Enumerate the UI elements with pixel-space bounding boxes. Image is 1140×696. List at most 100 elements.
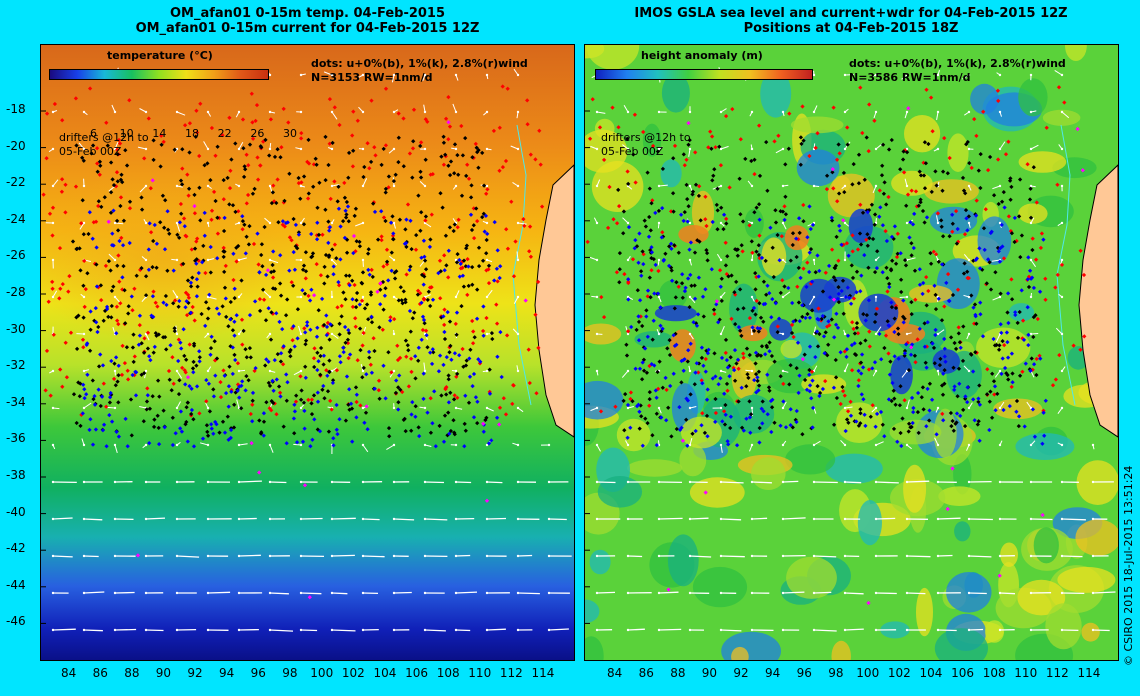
drifter-dot	[446, 163, 451, 168]
drifter-dot	[888, 359, 893, 364]
drifter-dot	[263, 363, 268, 368]
drifter-dot	[213, 419, 218, 425]
vector-origin	[595, 332, 599, 336]
drifter-dot	[327, 337, 332, 342]
drifter-dot	[416, 345, 421, 350]
drifter-dot	[650, 143, 656, 149]
drifter-dot	[389, 370, 394, 375]
drifter-dot	[869, 202, 875, 207]
drifter-dot	[291, 249, 296, 255]
vector-origin	[688, 628, 692, 632]
drifter-dot	[237, 395, 242, 400]
drifter-dot	[275, 147, 280, 152]
vector-origin	[781, 110, 785, 114]
drifter-dot	[845, 333, 851, 338]
vector-origin	[905, 628, 909, 632]
drifter-dot	[317, 429, 323, 434]
drifter-dot	[442, 307, 447, 312]
vector-origin	[936, 147, 940, 151]
drifter-dot	[965, 269, 970, 274]
drifter-dot	[893, 261, 899, 266]
drifter-dot	[942, 304, 947, 309]
drifter-dot	[47, 211, 53, 216]
drifter-dot	[1029, 356, 1034, 361]
drifter-dot	[170, 442, 176, 448]
vector-origin	[750, 184, 754, 188]
drifter-dot	[634, 244, 640, 249]
drifter-dot	[713, 374, 718, 379]
vector-origin	[206, 295, 210, 299]
drifter-dot	[1027, 197, 1033, 202]
vector-origin	[905, 295, 909, 299]
drifter-dot	[405, 202, 411, 207]
drifter-dot	[854, 419, 859, 424]
vector-origin	[936, 554, 940, 558]
drifter-dot	[250, 390, 256, 396]
drifter-dot	[442, 336, 448, 342]
current-vector	[720, 326, 725, 335]
drifter-dot	[357, 326, 363, 331]
current-vector	[83, 591, 105, 594]
drifter-dot	[334, 402, 339, 408]
current-vector	[899, 296, 908, 298]
vector-origin	[82, 221, 86, 225]
colorbar-tick-label: 22	[217, 127, 232, 140]
drifter-dot	[160, 193, 166, 198]
drifter-dot	[976, 396, 981, 401]
anomaly-blob	[976, 327, 1031, 369]
vector-origin	[175, 110, 179, 114]
drifter-dot	[511, 274, 517, 279]
drifter-dot	[1009, 297, 1015, 302]
drifter-dot	[178, 178, 184, 183]
drifter-dot	[625, 169, 630, 174]
vector-origin	[967, 443, 971, 447]
vector-origin	[967, 184, 971, 188]
drifter-dot	[362, 306, 368, 311]
vector-origin	[967, 406, 971, 410]
drifter-dot	[682, 357, 687, 362]
drifter-dot	[244, 201, 249, 206]
drifter-dot	[917, 326, 922, 332]
drifter-dot	[303, 364, 308, 369]
vector-origin	[688, 480, 692, 484]
drifter-dot	[476, 245, 482, 250]
drifter-dot	[407, 308, 413, 314]
drifter-dot	[974, 256, 980, 261]
vector-origin	[1060, 332, 1064, 336]
drifter-dot	[226, 384, 232, 389]
drifter-dot	[468, 347, 473, 352]
drifter-dot	[1023, 361, 1028, 366]
current-vector	[1030, 518, 1053, 521]
drifter-dot	[634, 403, 640, 409]
drifter-dot	[1057, 352, 1062, 358]
drifter-dot	[616, 203, 622, 209]
vector-origin	[423, 406, 427, 410]
vector-origin	[547, 517, 551, 521]
vector-origin	[595, 110, 599, 114]
drifter-dot	[74, 143, 79, 148]
drifter-dot	[247, 345, 253, 351]
vector-origin	[1060, 628, 1064, 632]
drifter-dot	[372, 209, 378, 215]
drifter-dot	[150, 294, 156, 299]
drifter-dot	[436, 369, 442, 374]
drifter-dot	[504, 333, 510, 338]
drifter-dot	[221, 368, 226, 373]
drifter-dot	[916, 203, 921, 208]
drifter-dot	[158, 164, 163, 169]
drifter-dot	[856, 152, 862, 157]
drifter-dot	[418, 175, 424, 180]
drifter-dot	[991, 336, 996, 342]
lat-tick-label: -42	[6, 541, 26, 556]
drifter-dot	[470, 318, 475, 324]
drifter-dot	[915, 390, 921, 396]
drifter-dot	[510, 401, 515, 407]
drifter-dot	[988, 389, 993, 394]
drifter-dot	[404, 354, 409, 359]
drifter-dot	[705, 258, 710, 263]
vector-origin	[936, 332, 940, 336]
drifter-dot	[614, 221, 620, 226]
drifter-dot	[919, 395, 924, 400]
colorbar-tick-label: 30	[283, 127, 297, 140]
anomaly-blob	[993, 398, 1043, 420]
